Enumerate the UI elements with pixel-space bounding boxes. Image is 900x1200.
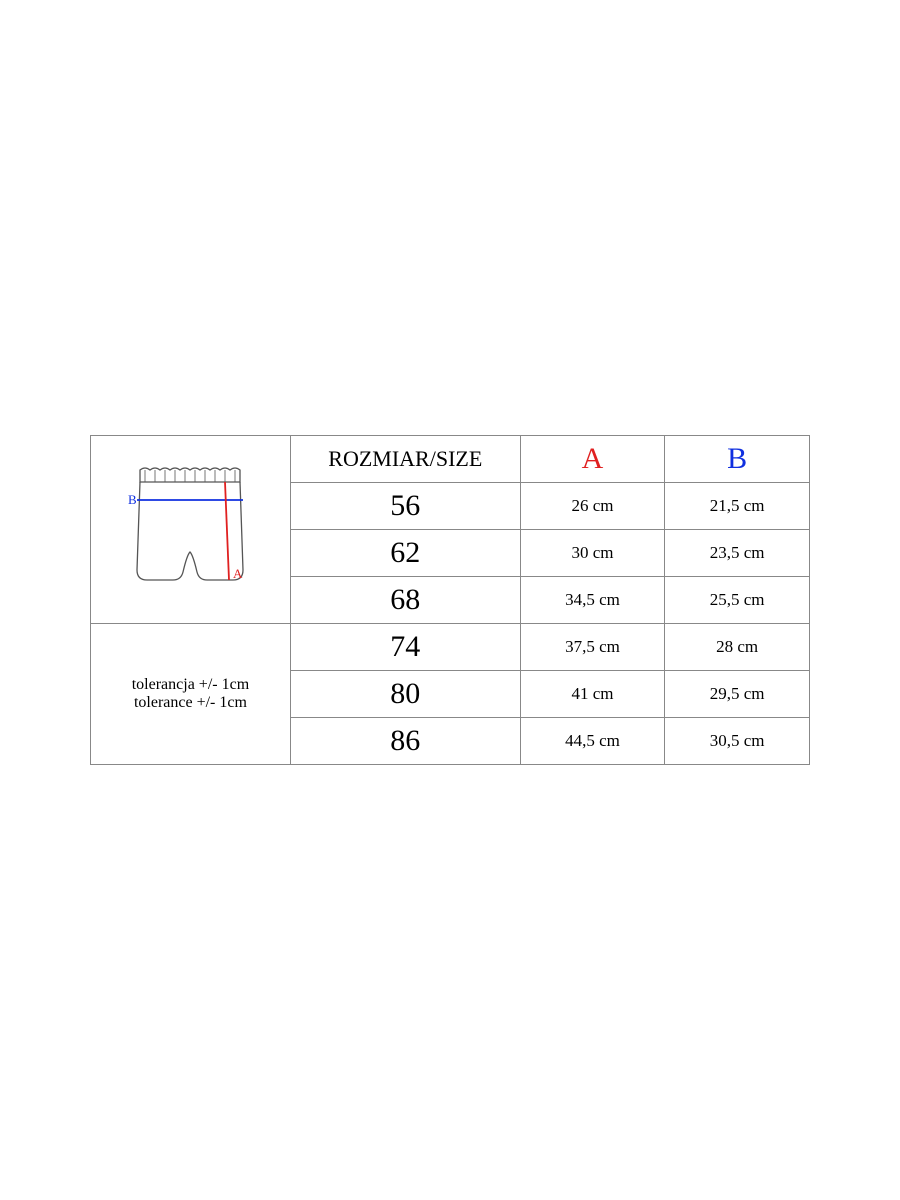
- b-value: 21,5 cm: [665, 483, 810, 530]
- b-value: 29,5 cm: [665, 671, 810, 718]
- diagram-label-b: B: [128, 492, 137, 507]
- size-value: 86: [290, 718, 520, 765]
- b-value: 28 cm: [665, 624, 810, 671]
- tolerance-cell: tolerancja +/- 1cm tolerance +/- 1cm: [91, 624, 291, 765]
- size-chart-table: B A ROZMIAR/SIZE A B 56 26 cm 21,5 cm 62…: [90, 435, 810, 765]
- a-value: 44,5 cm: [520, 718, 665, 765]
- a-value: 41 cm: [520, 671, 665, 718]
- b-value: 23,5 cm: [665, 530, 810, 577]
- tolerance-line-1: tolerancja +/- 1cm: [132, 676, 249, 693]
- header-a: A: [520, 436, 665, 483]
- a-value: 34,5 cm: [520, 577, 665, 624]
- header-b: B: [665, 436, 810, 483]
- size-value: 74: [290, 624, 520, 671]
- a-value: 26 cm: [520, 483, 665, 530]
- size-value: 80: [290, 671, 520, 718]
- diagram-label-a: A: [233, 566, 243, 581]
- tolerance-line-2: tolerance +/- 1cm: [134, 694, 247, 711]
- a-value: 30 cm: [520, 530, 665, 577]
- b-value: 25,5 cm: [665, 577, 810, 624]
- garment-diagram-cell: B A: [91, 436, 291, 624]
- size-value: 62: [290, 530, 520, 577]
- size-value: 68: [290, 577, 520, 624]
- header-size: ROZMIAR/SIZE: [290, 436, 520, 483]
- a-value: 37,5 cm: [520, 624, 665, 671]
- size-value: 56: [290, 483, 520, 530]
- table-row: tolerancja +/- 1cm tolerance +/- 1cm 74 …: [91, 624, 810, 671]
- shorts-diagram-icon: B A: [115, 460, 265, 600]
- b-value: 30,5 cm: [665, 718, 810, 765]
